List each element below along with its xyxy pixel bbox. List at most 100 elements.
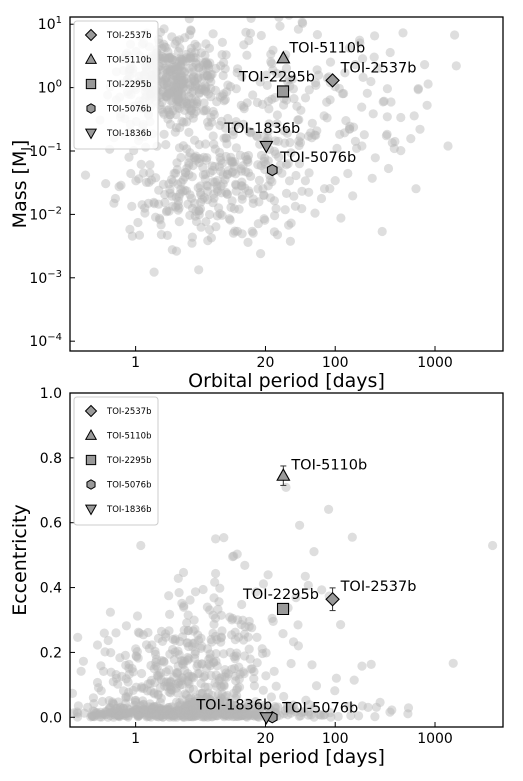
background-point bbox=[188, 711, 198, 721]
background-point bbox=[165, 66, 175, 77]
background-point bbox=[183, 655, 193, 665]
background-point bbox=[229, 688, 239, 698]
background-point bbox=[187, 94, 197, 104]
background-point bbox=[190, 649, 200, 659]
background-point bbox=[72, 707, 82, 717]
background-point bbox=[232, 711, 242, 721]
background-point bbox=[187, 697, 197, 707]
background-point bbox=[231, 120, 241, 130]
background-point bbox=[134, 230, 145, 240]
background-point bbox=[182, 144, 192, 154]
background-point bbox=[178, 186, 188, 196]
background-point bbox=[217, 158, 227, 168]
background-point bbox=[132, 652, 142, 662]
background-point bbox=[371, 702, 381, 712]
background-point bbox=[369, 52, 379, 62]
background-point bbox=[237, 710, 247, 720]
background-point bbox=[130, 696, 140, 706]
background-point bbox=[111, 628, 121, 638]
background-point bbox=[193, 693, 203, 704]
background-point bbox=[171, 202, 181, 212]
background-point bbox=[171, 65, 181, 75]
background-point bbox=[112, 703, 122, 713]
background-point bbox=[162, 709, 172, 719]
background-point bbox=[185, 700, 195, 710]
background-point bbox=[176, 61, 186, 71]
background-point bbox=[178, 656, 188, 666]
background-point bbox=[202, 692, 212, 702]
background-point bbox=[349, 675, 359, 685]
background-point bbox=[375, 697, 385, 708]
background-point bbox=[190, 587, 201, 597]
background-point bbox=[157, 43, 167, 54]
background-point bbox=[192, 703, 202, 713]
background-point bbox=[195, 699, 205, 709]
background-point bbox=[266, 49, 276, 59]
background-point bbox=[309, 704, 319, 714]
background-point bbox=[123, 711, 133, 721]
background-point bbox=[181, 49, 191, 59]
background-point bbox=[244, 710, 254, 720]
background-point bbox=[177, 91, 187, 101]
background-point bbox=[237, 708, 247, 718]
background-point bbox=[131, 705, 141, 715]
background-point bbox=[396, 146, 406, 156]
background-point bbox=[228, 167, 238, 177]
background-point bbox=[233, 707, 243, 717]
background-point bbox=[167, 54, 177, 65]
background-point bbox=[266, 57, 276, 67]
background-point bbox=[182, 99, 192, 109]
y-tick-label: 1.0 bbox=[40, 386, 62, 402]
background-point bbox=[150, 710, 160, 720]
background-point bbox=[205, 605, 215, 615]
background-point bbox=[197, 688, 207, 699]
background-point bbox=[257, 648, 268, 659]
axes-frame bbox=[69, 392, 504, 728]
background-point bbox=[181, 186, 192, 196]
background-point bbox=[176, 60, 186, 70]
background-point bbox=[180, 665, 190, 675]
background-point bbox=[158, 712, 168, 722]
background-point bbox=[243, 168, 253, 178]
background-point bbox=[183, 710, 193, 720]
background-point bbox=[208, 165, 218, 176]
background-point bbox=[363, 702, 373, 713]
legend-marker bbox=[84, 504, 98, 516]
background-point bbox=[153, 633, 163, 644]
background-point bbox=[225, 612, 235, 622]
planet-marker-toi-2295b bbox=[276, 85, 290, 98]
background-point bbox=[89, 711, 99, 721]
background-point bbox=[231, 186, 241, 196]
background-point bbox=[348, 122, 359, 132]
background-point bbox=[220, 665, 230, 675]
background-point bbox=[201, 155, 211, 165]
background-point bbox=[181, 167, 191, 177]
background-point bbox=[113, 697, 123, 707]
background-point bbox=[222, 699, 232, 710]
background-point bbox=[186, 104, 196, 114]
background-point bbox=[244, 709, 254, 720]
background-point bbox=[196, 643, 206, 654]
background-point bbox=[183, 54, 193, 64]
background-point bbox=[450, 30, 460, 40]
background-point bbox=[101, 707, 111, 717]
background-point bbox=[177, 658, 187, 669]
background-point bbox=[256, 249, 266, 259]
background-point bbox=[170, 635, 180, 646]
background-point bbox=[382, 129, 392, 139]
background-point bbox=[177, 75, 187, 85]
background-point bbox=[203, 644, 213, 654]
background-point bbox=[205, 709, 215, 719]
background-point bbox=[182, 709, 192, 719]
background-point bbox=[115, 703, 125, 713]
background-point bbox=[218, 710, 228, 720]
background-point bbox=[146, 660, 156, 671]
background-point bbox=[195, 689, 205, 699]
background-point bbox=[451, 61, 461, 71]
background-point bbox=[226, 705, 237, 715]
background-point bbox=[190, 653, 200, 663]
background-point bbox=[199, 152, 209, 162]
background-point bbox=[131, 651, 141, 661]
background-point bbox=[167, 87, 177, 97]
